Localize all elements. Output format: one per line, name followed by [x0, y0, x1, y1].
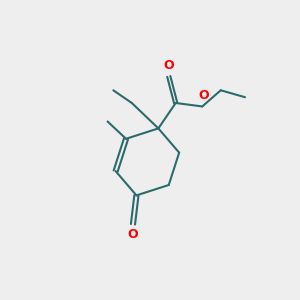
Text: O: O	[128, 228, 138, 242]
Text: O: O	[198, 89, 209, 102]
Text: O: O	[164, 59, 174, 72]
